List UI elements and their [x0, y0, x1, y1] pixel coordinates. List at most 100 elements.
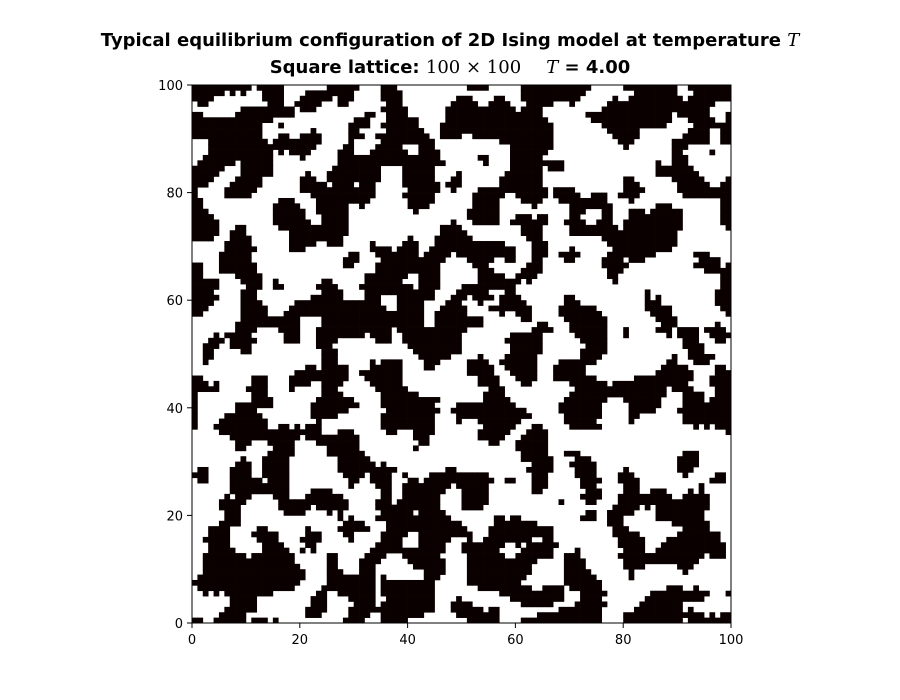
- spin-down-cell: [655, 601, 662, 608]
- spin-down-cell: [660, 327, 667, 333]
- spin-down-cell: [418, 510, 425, 516]
- spin-down-cell: [472, 246, 479, 253]
- spin-down-cell: [412, 310, 419, 317]
- spin-down-cell: [698, 402, 705, 409]
- spin-down-cell: [493, 423, 500, 430]
- spin-down-cell: [310, 407, 317, 414]
- spin-down-cell: [402, 111, 408, 118]
- spin-down-cell: [218, 542, 225, 549]
- spin-down-cell: [612, 224, 619, 231]
- spin-down-cell: [493, 526, 500, 532]
- spin-down-cell: [208, 569, 214, 575]
- spin-down-cell: [488, 122, 495, 129]
- spin-down-cell: [580, 397, 586, 403]
- spin-down-cell: [493, 585, 500, 592]
- spin-down-cell: [235, 138, 241, 145]
- spin-down-cell: [364, 160, 371, 167]
- spin-down-cell: [585, 402, 592, 409]
- spin-down-cell: [380, 612, 387, 618]
- spin-down-cell: [429, 267, 435, 274]
- spin-down-cell: [682, 456, 689, 462]
- spin-down-cell: [725, 284, 732, 290]
- spin-down-cell: [342, 197, 349, 204]
- spin-down-cell: [671, 235, 678, 242]
- spin-down-cell: [439, 122, 446, 129]
- spin-down-cell: [364, 321, 371, 328]
- spin-down-cell: [251, 423, 258, 430]
- spin-down-cell: [278, 90, 284, 97]
- spin-down-cell: [229, 262, 236, 269]
- spin-down-cell: [305, 434, 311, 441]
- spin-down-cell: [208, 95, 214, 102]
- spin-down-cell: [623, 117, 629, 124]
- spin-down-cell: [283, 483, 290, 489]
- spin-down-cell: [504, 122, 511, 129]
- spin-down-cell: [386, 526, 392, 532]
- spin-down-cell: [704, 493, 710, 500]
- spin-down-cell: [283, 208, 290, 215]
- spin-down-cell: [342, 310, 349, 317]
- spin-down-cell: [628, 235, 635, 242]
- spin-down-cell: [456, 332, 462, 339]
- spin-down-cell: [720, 267, 726, 274]
- spin-down-cell: [510, 106, 516, 113]
- spin-down-cell: [590, 612, 597, 618]
- spin-down-cell: [450, 472, 457, 479]
- spin-down-cell: [197, 375, 204, 382]
- spin-down-cell: [224, 590, 231, 597]
- spin-down-cell: [693, 456, 700, 462]
- spin-down-cell: [272, 144, 279, 150]
- spin-down-cell: [434, 520, 441, 527]
- spin-down-cell: [262, 117, 268, 124]
- spin-down-cell: [633, 251, 640, 258]
- spin-down-cell: [348, 461, 355, 468]
- spin-down-cell: [240, 165, 247, 172]
- spin-down-cell: [526, 380, 532, 387]
- spin-down-cell: [375, 547, 381, 554]
- spin-down-cell: [725, 305, 732, 312]
- spin-down-cell: [693, 493, 700, 500]
- spin-down-cell: [520, 440, 527, 446]
- spin-down-cell: [563, 305, 570, 312]
- spin-down-cell: [666, 241, 673, 247]
- spin-down-cell: [337, 590, 344, 597]
- spin-down-cell: [240, 348, 247, 355]
- spin-down-cell: [439, 332, 446, 339]
- spin-down-cell: [326, 332, 333, 339]
- spin-down-cell: [326, 197, 333, 204]
- spin-down-cell: [655, 224, 662, 231]
- spin-down-cell: [235, 472, 241, 479]
- spin-down-cell: [639, 214, 646, 220]
- spin-down-cell: [558, 499, 565, 505]
- spin-down-cell: [240, 267, 247, 274]
- spin-down-cell: [229, 510, 236, 516]
- spin-down-cell: [483, 85, 489, 91]
- spin-down-cell: [375, 542, 381, 549]
- spin-down-cell: [251, 429, 258, 436]
- spin-down-cell: [644, 606, 651, 613]
- spin-down-cell: [628, 536, 635, 543]
- spin-down-cell: [569, 569, 576, 575]
- spin-down-cell: [429, 402, 435, 409]
- spin-down-cell: [472, 617, 479, 624]
- spin-down-cell: [407, 504, 414, 511]
- spin-down-cell: [671, 321, 678, 328]
- spin-down-cell: [456, 300, 462, 306]
- spin-down-cell: [299, 305, 306, 312]
- spin-down-cell: [671, 375, 678, 382]
- spin-down-cell: [515, 300, 522, 306]
- spin-down-cell: [601, 197, 608, 204]
- spin-down-cell: [283, 466, 290, 473]
- spin-down-cell: [412, 499, 419, 505]
- spin-down-cell: [574, 601, 581, 608]
- spin-down-cell: [483, 375, 489, 382]
- spin-down-cell: [391, 402, 398, 409]
- spin-down-cell: [472, 203, 479, 210]
- spin-down-cell: [450, 235, 457, 242]
- spin-down-cell: [396, 418, 403, 425]
- spin-down-cell: [725, 423, 732, 430]
- spin-down-cell: [229, 472, 236, 479]
- spin-down-cell: [580, 391, 586, 398]
- spin-down-cell: [488, 579, 495, 586]
- spin-down-cell: [714, 423, 721, 430]
